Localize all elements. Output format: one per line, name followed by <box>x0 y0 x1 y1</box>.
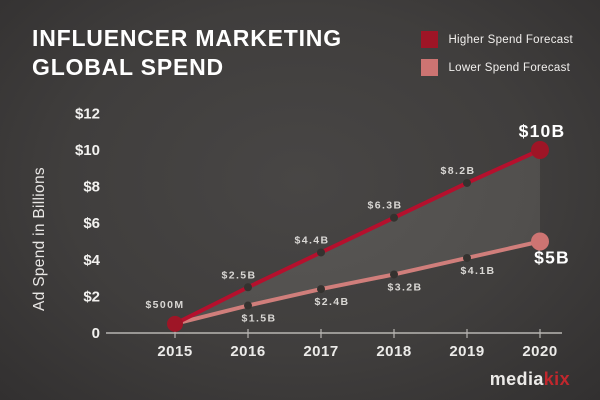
start-point-dot <box>167 315 183 332</box>
logo-text-kix: kix <box>543 369 570 389</box>
higher-point-marker <box>244 283 252 292</box>
x-tick-label: 2015 <box>157 343 192 360</box>
start-value-label: $500M <box>145 299 184 311</box>
lower-point-marker <box>463 253 471 262</box>
y-tick-label: $12 <box>75 105 100 122</box>
lower-forecast-line <box>174 239 541 326</box>
x-tick-label: 2018 <box>376 343 411 360</box>
lower-value-label: $2.4B <box>314 296 349 308</box>
y-tick-label: $4 <box>83 252 100 269</box>
y-tick-label: $6 <box>83 215 100 232</box>
logo-text-media: media <box>489 369 544 389</box>
x-tick-label: 2017 <box>303 343 338 360</box>
higher-point-marker <box>463 178 471 187</box>
lower-point-marker <box>317 285 325 294</box>
mediakix-logo: mediakix <box>490 369 570 390</box>
x-tick-label: 2019 <box>449 343 484 360</box>
chart-title: INFLUENCER MARKETING GLOBAL SPEND <box>32 24 342 83</box>
higher-final-value-label: $10B <box>519 121 566 141</box>
legend-item-higher: Higher Spend Forecast <box>421 31 573 48</box>
x-tick-label: 2020 <box>522 343 557 360</box>
lower-point-marker <box>390 270 398 279</box>
legend-item-lower: Lower Spend Forecast <box>421 59 573 76</box>
higher-point-marker <box>317 248 325 257</box>
y-tick-label: 0 <box>92 325 100 342</box>
y-tick-label: $2 <box>83 288 100 305</box>
chart-title-line2: GLOBAL SPEND <box>32 54 224 81</box>
y-tick-label: $10 <box>75 142 100 159</box>
legend-swatch-higher-icon <box>421 31 439 48</box>
higher-value-label: $4.4B <box>294 234 329 246</box>
x-tick-label: 2016 <box>230 343 265 360</box>
chart-title-line1: INFLUENCER MARKETING <box>32 25 342 51</box>
higher-end-dot <box>531 141 549 159</box>
legend-label-lower: Lower Spend Forecast <box>448 61 571 74</box>
legend-swatch-lower-icon <box>421 59 439 76</box>
lower-final-value-label: $5B <box>534 248 570 268</box>
lower-value-label: $1.5B <box>241 313 276 325</box>
lower-point-marker <box>244 301 252 310</box>
lower-value-label: $3.2B <box>387 281 422 293</box>
higher-value-label: $6.3B <box>367 200 402 212</box>
lower-value-label: $4.1B <box>460 265 495 277</box>
y-tick-label: $8 <box>83 179 100 196</box>
legend-label-higher: Higher Spend Forecast <box>448 33 573 46</box>
higher-point-marker <box>390 213 398 222</box>
higher-value-label: $8.2B <box>440 165 475 177</box>
legend: Higher Spend Forecast Lower Spend Foreca… <box>421 31 573 87</box>
lower-end-dot <box>531 232 549 251</box>
higher-forecast-line <box>174 148 541 326</box>
higher-value-label: $2.5B <box>221 269 256 281</box>
